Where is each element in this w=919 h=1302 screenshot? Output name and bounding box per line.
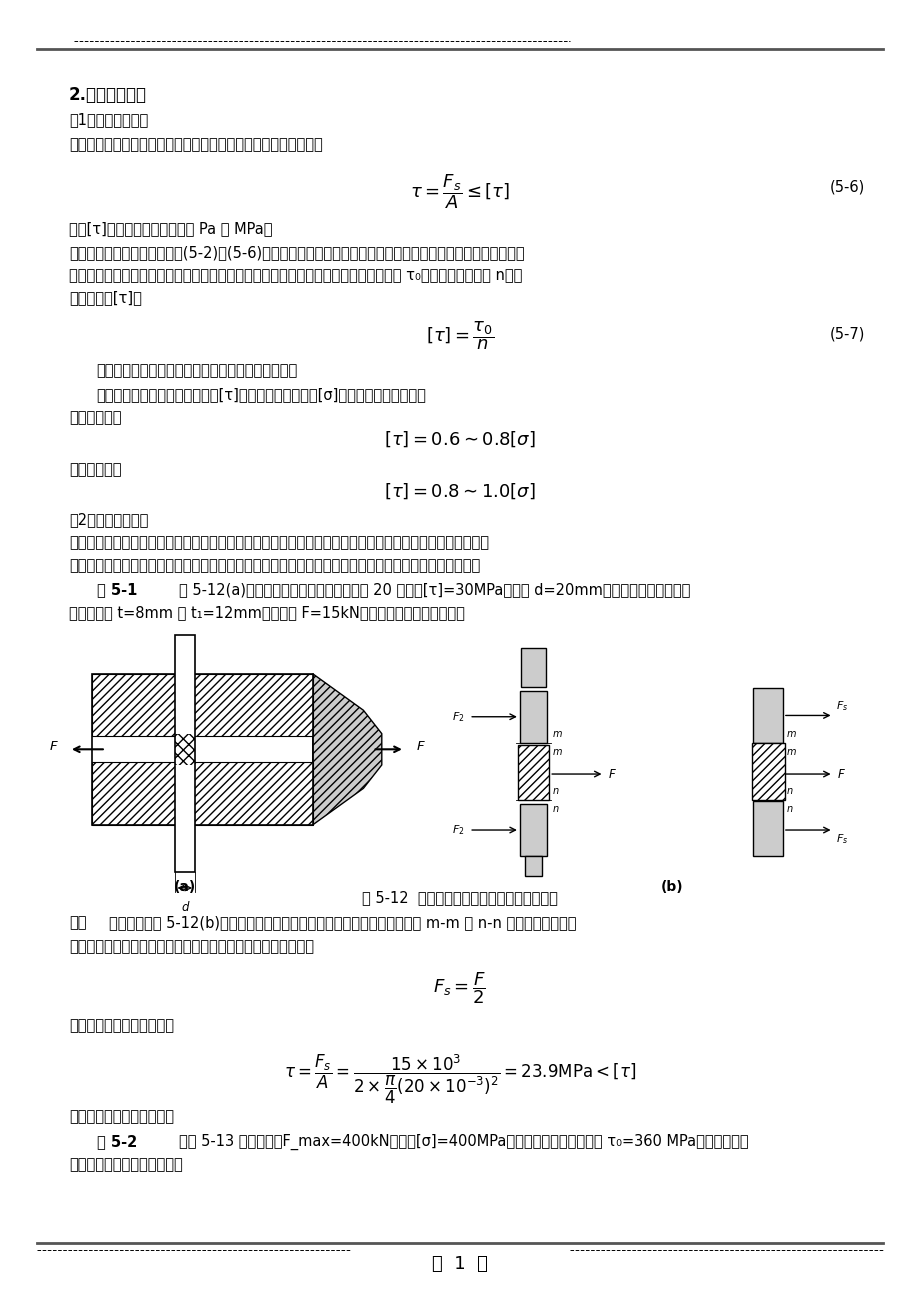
Text: 厚度分别为 t=8mm 和 t₁=12mm。牵引力 F=15kN。试校核销钉的剪切强度。: 厚度分别为 t=8mm 和 t₁=12mm。牵引力 F=15kN。试校核销钉的剪… [69,605,464,621]
Text: F: F [50,741,57,753]
Text: 例 5-1: 例 5-1 [96,582,137,598]
Text: F: F [416,741,424,753]
Text: $F_s$: $F_s$ [835,832,847,846]
Bar [525,857,541,875]
Text: 解：: 解： [69,915,86,931]
Text: 图 5-12(a)所示电瓶车挂钩中的销钉材料为 20 号钢，[τ]=30MPa，直径 d=20mm。挂钩及被连接板件的: 图 5-12(a)所示电瓶车挂钩中的销钉材料为 20 号钢，[τ]=30MPa，… [179,582,690,598]
Bar [519,805,547,857]
Text: 由于剪应力并非均匀分布，式(5-2)、(5-6)算出的只是剪切面上的平均剪应力，所以在使用实验的方式建立强度: 由于剪应力并非均匀分布，式(5-2)、(5-6)算出的只是剪切面上的平均剪应力，… [69,245,524,260]
Text: 各种材料的剪切许用应力应尽量从相关规范中查取。: 各种材料的剪切许用应力应尽量从相关规范中查取。 [96,363,298,379]
Text: (5-6): (5-6) [829,180,864,195]
Text: $[\tau] = 0.6 \sim 0.8[\sigma]$: $[\tau] = 0.6 \sim 0.8[\sigma]$ [384,430,535,449]
Text: m: m [786,747,795,756]
Text: $[\tau] = \dfrac{\tau_0}{n}$: $[\tau] = \dfrac{\tau_0}{n}$ [425,319,494,352]
Text: 所以有两个剪切面，是一个双剪切问题。由平衡方程容易求出：: 所以有两个剪切面，是一个双剪切问题。由平衡方程容易求出： [69,939,313,954]
Bar [92,674,312,736]
Text: 对塑性材料：: 对塑性材料： [69,410,121,426]
Text: （1）剪切强度条件: （1）剪切强度条件 [69,112,148,128]
Text: $F_s$: $F_s$ [835,699,847,713]
Text: $F_s = \dfrac{F}{2}$: $F_s = \dfrac{F}{2}$ [433,970,486,1005]
Text: m: m [552,747,562,756]
Bar [520,648,546,687]
Text: n: n [786,805,792,814]
Text: (5-7): (5-7) [829,327,864,342]
Text: 剪切计算相应地也可分为强度校核、截面设计、确定许可载荷等三类问题，这里就不展开论述了。但在剪切计: 剪切计算相应地也可分为强度校核、截面设计、确定许可载荷等三类问题，这里就不展开论… [69,535,489,551]
Text: m: m [786,729,795,740]
Text: 对脆性材料：: 对脆性材料： [69,462,121,478]
Text: 销钉横截面上的剪应力为：: 销钉横截面上的剪应力为： [69,1018,174,1034]
Text: n: n [552,805,559,814]
Text: 故销钉满足剪切强度要求。: 故销钉满足剪切强度要求。 [69,1109,174,1125]
Text: (b): (b) [660,880,682,894]
Bar [753,802,782,857]
Bar [92,674,312,825]
Text: $F_2$: $F_2$ [451,823,464,837]
Text: $\tau = \dfrac{F_s}{A} \leq [\tau]$: $\tau = \dfrac{F_s}{A} \leq [\tau]$ [410,172,509,211]
Text: 许用剪应力[τ]。: 许用剪应力[τ]。 [69,290,142,306]
Text: 算中要正确判断剪切面积，在销钉联接中还要正确判断单剪切和双剪切。下面通过几个简单的例题来说明。: 算中要正确判断剪切面积，在销钉联接中还要正确判断单剪切和双剪切。下面通过几个简单… [69,559,480,574]
Text: 2.剪切强度计算: 2.剪切强度计算 [69,86,147,104]
Text: F: F [608,768,615,780]
Text: 如图 5-13 所示冲床，F_max=400kN，冲头[σ]=400MPa，冲剪钢板的极限剪应力 τ₀=360 MPa。试设计冲头: 如图 5-13 所示冲床，F_max=400kN，冲头[σ]=400MPa，冲剪… [179,1134,748,1150]
Text: 第  1  页: 第 1 页 [432,1255,487,1273]
Bar [519,691,547,742]
Bar [175,635,195,872]
Text: 的最小直径及钢板最大厚度。: 的最小直径及钢板最大厚度。 [69,1157,183,1173]
Bar [753,689,782,742]
Text: 剪切强度条件就是使构件的实际剪应力不超过材料的许用剪应力。: 剪切强度条件就是使构件的实际剪应力不超过材料的许用剪应力。 [69,137,323,152]
Text: F: F [837,768,844,780]
Text: n: n [786,786,792,797]
Text: d: d [181,901,188,914]
Text: 例 5-2: 例 5-2 [96,1134,137,1150]
Text: 一般来说，材料的剪切许用应力[τ]与材料的许用拉应力[σ]之间，存在如下关系：: 一般来说，材料的剪切许用应力[τ]与材料的许用拉应力[σ]之间，存在如下关系： [96,387,426,402]
Text: 条件时，应使试件受力尽可能地接近实际联接件的情况，以确定试样失效时的极限载荷 τ₀，再除以安全系数 n，得: 条件时，应使试件受力尽可能地接近实际联接件的情况，以确定试样失效时的极限载荷 τ… [69,268,522,284]
Polygon shape [312,674,381,825]
Bar [751,742,784,799]
Text: $\tau = \dfrac{F_s}{A} = \dfrac{15 \times 10^3}{2 \times \dfrac{\pi}{4}(20 \time: $\tau = \dfrac{F_s}{A} = \dfrac{15 \time… [284,1052,635,1105]
Text: n: n [552,786,559,797]
Text: $F_2$: $F_2$ [451,710,464,724]
Text: $[\tau] = 0.8 \sim 1.0[\sigma]$: $[\tau] = 0.8 \sim 1.0[\sigma]$ [384,482,535,501]
Text: （2）剪切实用计算: （2）剪切实用计算 [69,512,148,527]
Text: 图 5-12  电瓶车挂钩及其销钉受力分析示意图: 图 5-12 电瓶车挂钩及其销钉受力分析示意图 [362,891,557,906]
Bar [92,763,312,825]
Text: 这里[τ]为许用剪应力，单价为 Pa 或 MPa。: 这里[τ]为许用剪应力，单价为 Pa 或 MPa。 [69,221,272,237]
Text: (a): (a) [174,880,196,894]
Bar [175,734,195,766]
Bar [517,745,549,799]
Text: m: m [552,729,562,740]
Text: 销钉受力如图 5-12(b)所示。根据受力情况，销钉中段相对于上、下两段沿 m-m 和 n-n 两个面向左错动。: 销钉受力如图 5-12(b)所示。根据受力情况，销钉中段相对于上、下两段沿 m-… [108,915,575,931]
